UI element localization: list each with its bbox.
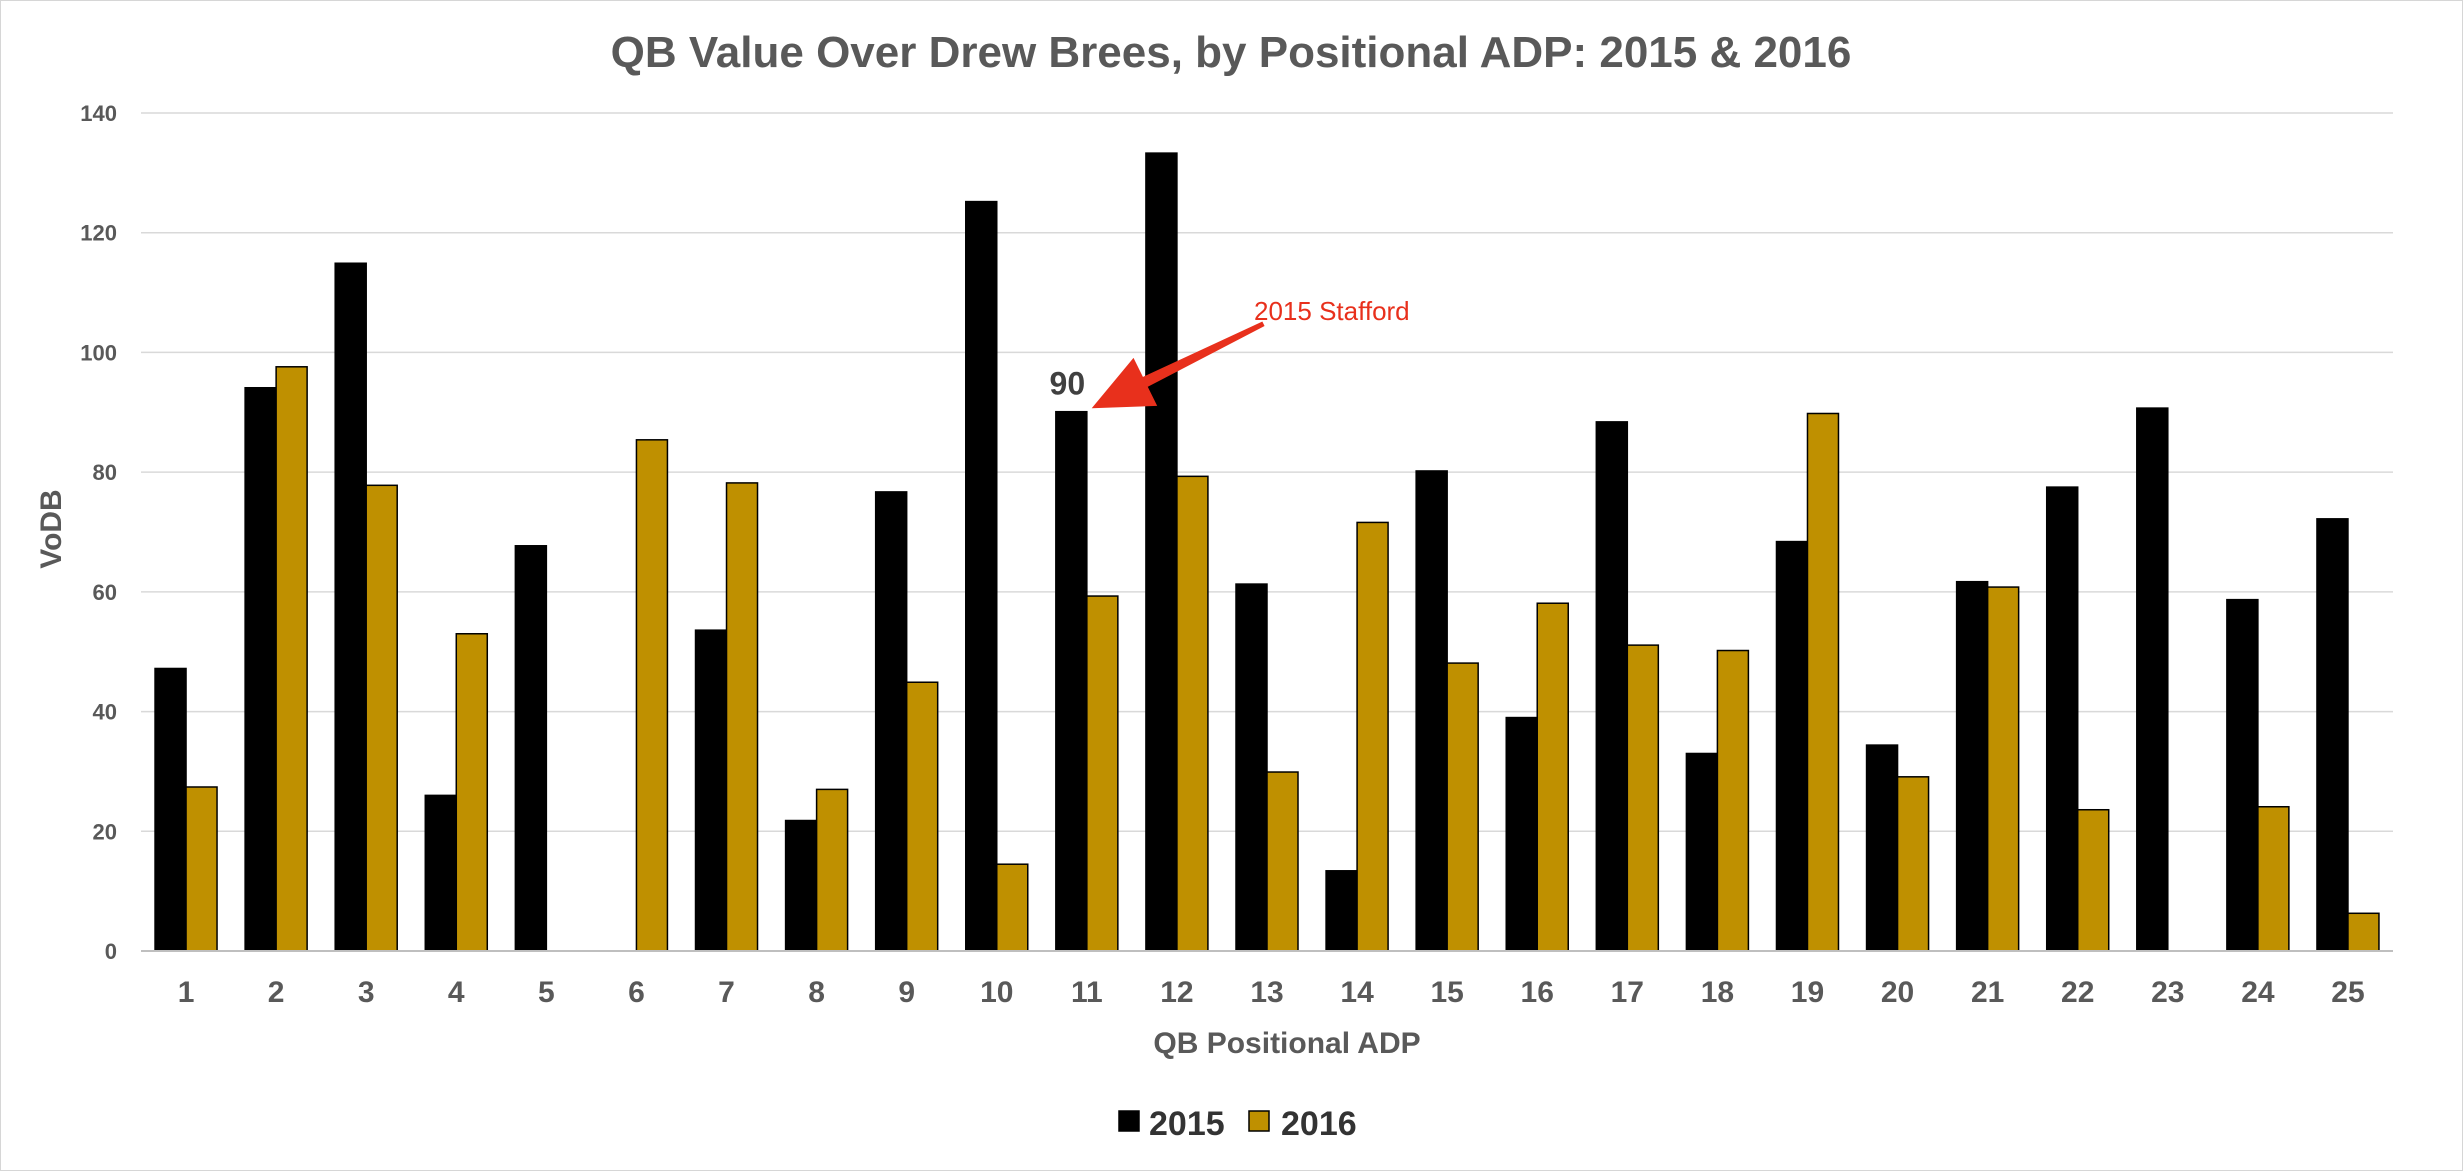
x-tick-label: 6 <box>628 976 645 1009</box>
x-tick-label: 2 <box>268 976 285 1009</box>
legend: 2015 2016 <box>1118 1105 1357 1143</box>
bar-2016-1 <box>185 786 218 952</box>
bar-2015-5 <box>514 545 548 952</box>
y-tick-label: 40 <box>93 700 117 725</box>
bar-2016-12 <box>1176 475 1209 952</box>
bar-2015-1 <box>154 667 187 952</box>
x-tick-label: 24 <box>2241 976 2275 1009</box>
x-tick-label: 15 <box>1430 976 1463 1009</box>
x-tick-label: 1 <box>178 976 195 1009</box>
x-tick-label: 5 <box>538 976 555 1009</box>
bar-2015-18 <box>1685 752 1719 952</box>
x-tick-label: 7 <box>718 976 735 1009</box>
bar-2015-21 <box>1955 580 1989 952</box>
bar-2015-4 <box>424 794 458 952</box>
bars <box>154 152 2380 952</box>
bar-2015-10 <box>965 200 998 952</box>
y-tick-label: 80 <box>93 460 117 485</box>
x-tick-label: 22 <box>2061 976 2094 1009</box>
bar-2015-12 <box>1145 152 1178 952</box>
x-tick-label: 8 <box>808 976 825 1009</box>
x-tick-label: 25 <box>2331 976 2364 1009</box>
x-tick-label: 14 <box>1340 976 1374 1009</box>
bar-2015-2 <box>244 386 277 952</box>
bar-2016-19 <box>1806 412 1840 952</box>
y-tick-label: 20 <box>93 819 117 844</box>
bar-2016-6 <box>635 439 669 952</box>
x-tick-label: 21 <box>1971 976 2004 1009</box>
bar-2015-16 <box>1505 716 1538 952</box>
bar-2015-15 <box>1415 470 1448 952</box>
legend-swatch-2015 <box>1118 1110 1140 1132</box>
x-axis-label: QB Positional ADP <box>1153 1027 1420 1060</box>
legend-label-2015: 2015 <box>1149 1105 1225 1143</box>
bar-2016-22 <box>2076 808 2110 952</box>
bar-2016-15 <box>1446 662 1479 952</box>
bar-2015-24 <box>2226 598 2259 952</box>
bar-2016-7 <box>725 482 759 952</box>
bar-2016-8 <box>815 788 849 952</box>
bar-2016-11 <box>1086 595 1119 952</box>
x-tick-label: 12 <box>1160 976 1193 1009</box>
y-tick-label: 0 <box>105 939 117 964</box>
annotation-group: 2015 Stafford <box>1091 296 1410 409</box>
x-tick-label: 9 <box>898 976 915 1009</box>
x-tick-label: 4 <box>448 976 465 1009</box>
x-tick-label: 23 <box>2151 976 2184 1009</box>
x-tick-label: 3 <box>358 976 375 1009</box>
x-tick-label: 18 <box>1701 976 1734 1009</box>
bar-2015-3 <box>334 262 367 952</box>
bar-2016-4 <box>455 633 489 952</box>
x-tick-label: 16 <box>1521 976 1554 1009</box>
annotation-label: 2015 Stafford <box>1254 296 1410 326</box>
bar-2016-20 <box>1896 776 1930 952</box>
y-tick-label: 140 <box>80 101 117 126</box>
bar-2015-9 <box>874 491 908 952</box>
y-tick-label: 120 <box>80 221 117 246</box>
x-tick-label: 20 <box>1881 976 1914 1009</box>
bar-2016-2 <box>275 366 308 952</box>
bar-2016-17 <box>1626 644 1660 952</box>
x-tick-label: 19 <box>1791 976 1824 1009</box>
bar-2015-8 <box>784 819 818 952</box>
bar-2015-7 <box>694 629 728 952</box>
annotation-arrow <box>1091 321 1265 409</box>
bar-2016-10 <box>996 863 1029 952</box>
x-tick-label: 13 <box>1250 976 1283 1009</box>
bar-2016-14 <box>1356 521 1389 952</box>
x-tick-label: 10 <box>980 976 1013 1009</box>
bar-2015-11 <box>1055 410 1088 952</box>
chart-title: QB Value Over Drew Brees, by Positional … <box>611 28 1852 77</box>
bar-2016-21 <box>1986 586 2020 952</box>
bar-2015-22 <box>2045 486 2079 952</box>
bar-2015-20 <box>1865 744 1899 952</box>
y-tick-label: 60 <box>93 580 117 605</box>
bar-2015-19 <box>1775 540 1809 952</box>
x-tick-label: 17 <box>1611 976 1644 1009</box>
bar-2016-9 <box>905 681 939 952</box>
legend-swatch-2016 <box>1248 1110 1270 1132</box>
data-label: 90 <box>1050 366 1086 402</box>
bar-2015-13 <box>1235 583 1268 952</box>
bar-2016-13 <box>1266 771 1299 952</box>
y-axis-label: VoDB <box>35 489 68 568</box>
bar-2016-25 <box>2347 912 2380 952</box>
bar-2016-16 <box>1536 602 1569 952</box>
bar-2015-25 <box>2316 518 2349 952</box>
legend-label-2016: 2016 <box>1281 1105 1357 1143</box>
bar-2016-18 <box>1716 649 1750 952</box>
bar-2015-14 <box>1325 870 1358 952</box>
bar-2015-23 <box>2136 407 2169 952</box>
bar-2015-17 <box>1595 421 1629 952</box>
bar-2016-3 <box>365 484 398 952</box>
y-tick-label: 100 <box>80 340 117 365</box>
bar-2016-24 <box>2257 805 2290 952</box>
x-tick-label: 11 <box>1071 976 1103 1009</box>
